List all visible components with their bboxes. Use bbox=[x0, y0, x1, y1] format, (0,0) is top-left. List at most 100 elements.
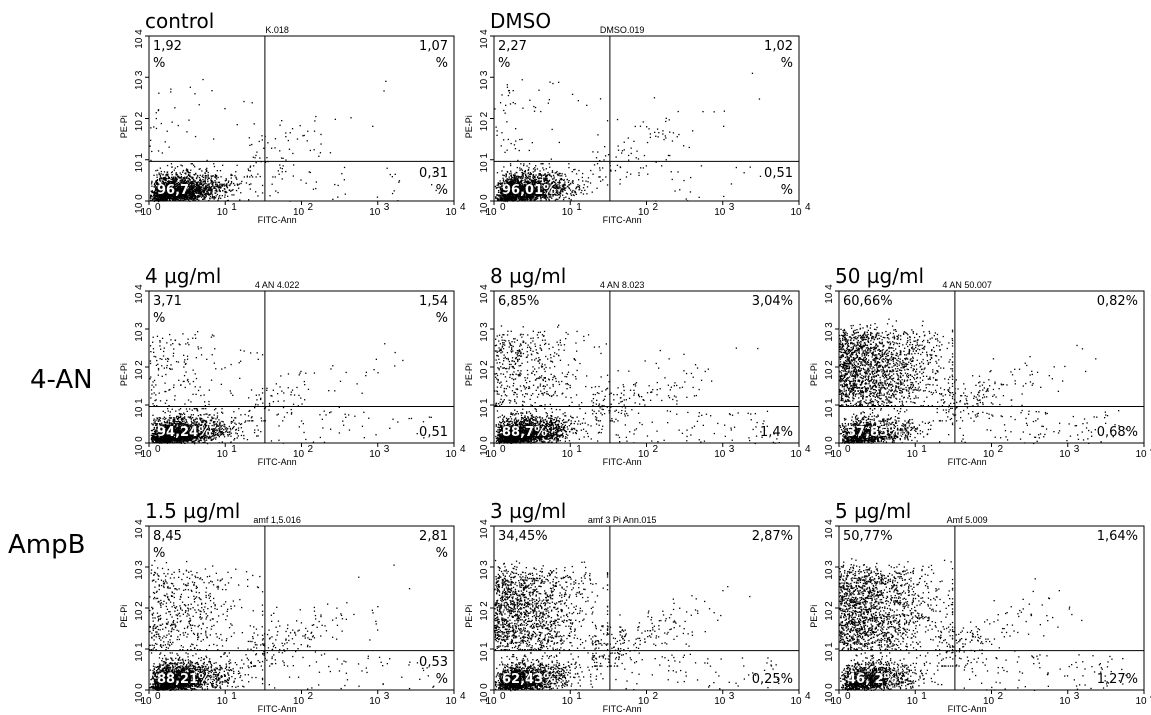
event-dot bbox=[519, 169, 521, 171]
event-dot bbox=[191, 190, 193, 192]
event-dot bbox=[216, 190, 218, 192]
event-dot bbox=[174, 188, 177, 190]
event-dot bbox=[157, 109, 159, 112]
y-axis-label: PE-Pi bbox=[464, 115, 474, 138]
x-tick-exponent: 0 bbox=[500, 202, 506, 213]
quadrant-label-lower-left: 96,7 bbox=[157, 183, 189, 198]
event-dot bbox=[176, 174, 178, 176]
event-dot bbox=[758, 98, 761, 100]
event-dot bbox=[168, 180, 171, 183]
event-dot bbox=[188, 119, 190, 121]
event-dot bbox=[158, 392, 160, 394]
event-dot bbox=[187, 173, 190, 176]
event-dot bbox=[595, 157, 598, 159]
event-dot bbox=[510, 172, 512, 174]
event-dot bbox=[224, 196, 226, 198]
event-dot bbox=[534, 170, 536, 172]
event-dot bbox=[547, 171, 549, 174]
event-dot bbox=[350, 117, 352, 119]
event-dot bbox=[498, 186, 500, 188]
event-dot bbox=[268, 409, 270, 411]
event-dot bbox=[570, 194, 573, 196]
event-dot bbox=[561, 188, 563, 190]
event-dot bbox=[183, 184, 186, 186]
event-dot bbox=[171, 171, 173, 173]
event-dot bbox=[204, 196, 206, 199]
event-dot bbox=[602, 167, 604, 169]
event-dot bbox=[172, 198, 174, 200]
event-dot bbox=[188, 177, 190, 180]
event-dot bbox=[587, 181, 589, 183]
y-tick-label: 10 1 bbox=[134, 153, 145, 173]
event-dot bbox=[169, 188, 171, 190]
y-tick-label: 10 0 bbox=[479, 194, 490, 214]
event-dot bbox=[196, 181, 198, 183]
event-dot bbox=[220, 186, 222, 188]
event-dot bbox=[159, 192, 161, 195]
event-dot bbox=[522, 107, 524, 109]
event-dot bbox=[185, 198, 187, 201]
event-dot bbox=[166, 188, 169, 190]
event-dot bbox=[648, 128, 650, 130]
event-dot bbox=[217, 181, 219, 183]
event-dot bbox=[503, 139, 505, 141]
event-dot bbox=[169, 184, 172, 186]
event-dot bbox=[202, 174, 204, 176]
event-dot bbox=[290, 408, 292, 411]
event-dot bbox=[309, 149, 311, 152]
event-dot bbox=[173, 384, 175, 386]
event-dot bbox=[565, 175, 567, 177]
event-dot bbox=[279, 167, 282, 169]
event-dot bbox=[194, 93, 196, 95]
event-dot bbox=[636, 150, 638, 152]
event-dot bbox=[649, 133, 651, 135]
event-dot bbox=[180, 173, 182, 176]
event-dot bbox=[190, 181, 193, 183]
event-dot bbox=[175, 185, 177, 188]
event-dot bbox=[505, 176, 507, 178]
event-dot bbox=[512, 101, 514, 104]
event-dot bbox=[506, 149, 508, 151]
event-dot bbox=[152, 197, 154, 199]
event-dot bbox=[233, 425, 235, 428]
event-dot bbox=[200, 187, 202, 189]
event-dot bbox=[291, 128, 294, 130]
event-dot bbox=[514, 198, 517, 200]
event-dot bbox=[202, 189, 204, 191]
event-dot bbox=[303, 134, 305, 137]
event-dot bbox=[213, 362, 215, 364]
event-dot bbox=[165, 185, 167, 187]
event-dot bbox=[515, 171, 517, 174]
event-dot bbox=[165, 175, 167, 177]
event-dot bbox=[547, 180, 549, 183]
event-dot bbox=[528, 149, 530, 152]
event-dot bbox=[193, 197, 195, 199]
event-dot bbox=[252, 156, 254, 158]
event-dot bbox=[202, 191, 205, 193]
event-dot bbox=[229, 184, 231, 187]
event-dot bbox=[204, 193, 206, 195]
event-dot bbox=[535, 198, 537, 200]
event-dot bbox=[198, 190, 200, 192]
event-dot bbox=[261, 139, 263, 141]
event-dot bbox=[607, 154, 610, 156]
event-dot bbox=[664, 135, 666, 137]
event-dot bbox=[231, 416, 233, 419]
event-dot bbox=[151, 429, 153, 432]
event-dot bbox=[337, 184, 339, 187]
event-dot bbox=[159, 178, 161, 181]
event-dot bbox=[572, 194, 574, 196]
event-dot bbox=[220, 176, 222, 178]
event-dot bbox=[558, 180, 561, 182]
event-dot bbox=[592, 173, 594, 175]
event-dot bbox=[215, 418, 217, 420]
event-dot bbox=[524, 199, 526, 201]
event-dot bbox=[204, 176, 206, 178]
event-dot bbox=[205, 175, 207, 177]
event-dot bbox=[683, 179, 685, 182]
event-dot bbox=[187, 177, 189, 179]
event-dot bbox=[560, 178, 562, 181]
event-dot bbox=[543, 178, 545, 180]
event-dot bbox=[218, 432, 220, 434]
event-dot bbox=[215, 181, 217, 183]
